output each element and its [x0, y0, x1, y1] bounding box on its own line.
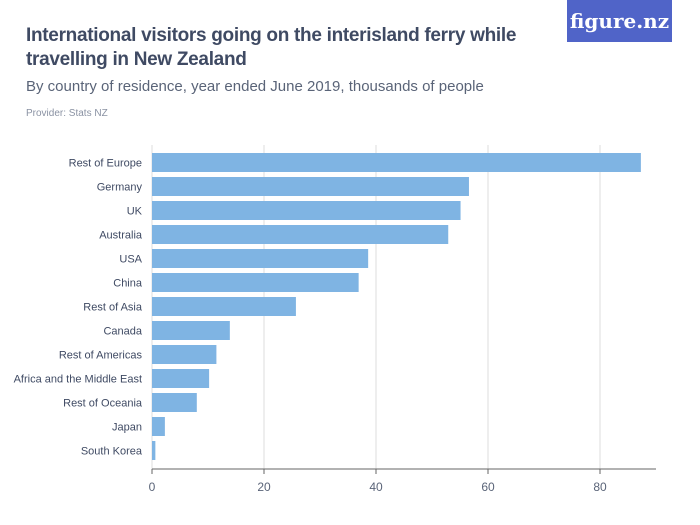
category-label: China: [113, 278, 143, 290]
x-tick-label: 80: [593, 480, 607, 494]
bar-rest-of-americas: [152, 345, 217, 364]
x-tick-label: 20: [257, 480, 271, 494]
x-tick-label: 0: [149, 480, 156, 494]
figure-nz-logo[interactable]: figure.nz: [567, 0, 672, 42]
category-label: Rest of Europe: [69, 158, 142, 170]
category-label: Rest of Oceania: [63, 398, 143, 410]
x-tick-label: 60: [481, 480, 495, 494]
category-label: UK: [127, 206, 143, 218]
provider-label: Provider: Stats NZ: [26, 108, 108, 119]
bar-rest-of-europe: [152, 153, 641, 172]
category-label: Canada: [103, 326, 142, 338]
chart-title: International visitors going on the inte…: [26, 25, 517, 70]
bar-china: [152, 273, 359, 292]
bar-usa: [152, 249, 369, 268]
bar-germany: [152, 177, 469, 196]
chart-subtitle: By country of residence, year ended June…: [26, 78, 484, 95]
category-label: South Korea: [81, 446, 143, 458]
category-label: Australia: [99, 230, 143, 242]
bar-uk: [152, 201, 461, 220]
category-label: Japan: [112, 422, 142, 434]
bar-south-korea: [152, 441, 156, 460]
category-label: Africa and the Middle East: [14, 374, 142, 386]
x-tick-label: 40: [369, 480, 383, 494]
bar-australia: [152, 225, 449, 244]
bar-rest-of-asia: [152, 297, 296, 316]
category-label: Rest of Asia: [83, 302, 143, 314]
category-label: USA: [119, 254, 142, 266]
category-label: Rest of Americas: [59, 350, 143, 362]
category-label: Germany: [97, 182, 143, 194]
bar-japan: [152, 417, 165, 436]
bar-rest-of-oceania: [152, 393, 197, 412]
bar-africa-and-the-middle-east: [152, 369, 210, 388]
bar-canada: [152, 321, 230, 340]
